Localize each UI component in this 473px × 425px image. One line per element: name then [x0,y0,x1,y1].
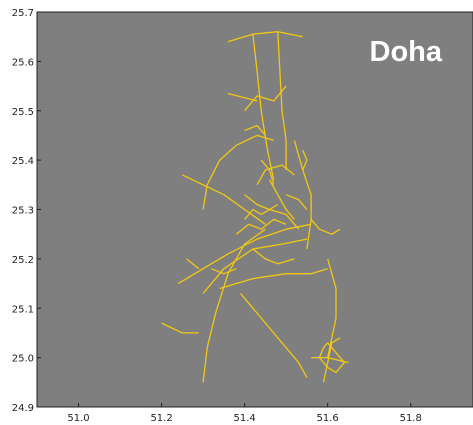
y-tick-label: 25.1 [12,304,34,315]
road-line-0 [227,31,303,43]
y-tick-label: 25.6 [12,57,34,68]
road-line-3 [244,85,287,112]
road-line-2 [277,31,287,170]
city-annotation: Doha [370,36,443,68]
road-line-15 [211,268,237,275]
road-line-25 [302,149,308,171]
road-line-24 [244,204,279,220]
road-line-22 [285,194,308,210]
road-line-18 [252,248,295,265]
road-line-23 [260,159,275,185]
road-line-29 [322,337,341,383]
road-line-20 [256,164,295,186]
y-tick-label: 24.9 [12,403,34,414]
x-tick-label: 51.4 [233,413,255,424]
road-line-14 [327,258,337,358]
road-line-6 [293,140,312,250]
road-line-16 [235,218,287,235]
y-tick-label: 25.3 [12,206,34,217]
road-line-4 [227,92,258,102]
y-tick-label: 25.4 [12,156,34,167]
road-line-12 [240,292,308,378]
road-line-5 [244,124,266,136]
road-line-13 [219,268,328,290]
road-line-27 [161,322,199,334]
x-tick-label: 51.8 [400,413,422,424]
road-line-11 [202,134,274,210]
x-tick-label: 51.2 [150,413,172,424]
y-tick-label: 25.0 [12,354,34,365]
plot-background [37,12,473,407]
road-line-1 [252,34,275,181]
y-tick-label: 25.2 [12,255,34,266]
road-line-21 [310,218,341,235]
x-tick-label: 51.6 [317,413,339,424]
y-tick-label: 25.7 [12,8,34,19]
x-axis: 51.0 51.2 51.4 51.6 51.8 [67,403,422,424]
road-network [161,31,349,383]
y-axis: 24.9 25.0 25.1 25.2 25.3 25.4 25.5 25.6 25.7 [12,8,41,414]
y-tick-label: 25.5 [12,107,34,118]
road-line-26 [186,258,200,270]
road-line-30 [311,356,349,364]
road-line-19 [268,179,295,220]
x-tick-label: 51.0 [67,413,89,424]
road-line-28 [318,342,345,374]
road-line-7 [182,174,266,225]
road-line-10 [202,228,266,383]
